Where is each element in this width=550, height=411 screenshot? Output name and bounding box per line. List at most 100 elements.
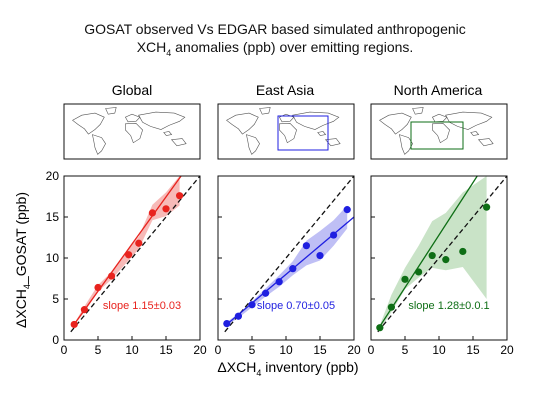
data-point [428,251,436,260]
plot-area [223,176,354,333]
slope-annotation: slope 1.28±0.0.1 [408,300,489,312]
x-tick-label: 15 [159,343,173,357]
panel-title-global: Global [112,82,152,98]
data-point [483,203,491,211]
x-tick-label: 20 [193,343,207,357]
scatter-panel-1: 0 5 10 15 20 slope 0.70±0.05 [215,175,361,357]
one-to-one-line [224,176,354,333]
coastline [279,122,297,144]
coastline [324,138,341,147]
data-point [94,283,102,292]
x-tick-label: 10 [279,343,293,357]
data-point [125,251,133,259]
coastline [445,111,493,130]
data-point [162,205,170,213]
x-tick-label: 0 [61,343,68,357]
x-tick-label: 15 [466,343,480,357]
x-tick-label: 10 [432,343,446,357]
data-point [302,242,310,250]
coastline [477,138,494,147]
coastline [317,131,327,136]
plot-area [376,176,507,333]
coastline [432,122,450,144]
coastline [470,131,480,136]
coastline [138,111,186,130]
map-frame [217,103,355,160]
map-frame [63,103,201,160]
confidence-band [226,205,348,326]
region-box-east-asia [277,115,329,151]
title-xch-text: XCH [136,39,167,55]
regression-line [377,176,479,329]
regression-line [72,176,182,327]
data-point [442,256,450,264]
coastline [91,134,106,155]
data-point [415,268,423,276]
map-frame [370,103,508,160]
y-tick-label: 15 [46,210,60,224]
map-east-asia [217,103,355,160]
data-point [135,239,143,247]
region-box-north-america [410,121,464,150]
y-tick-label: 20 [46,169,60,183]
coastline [226,112,259,135]
coastline [163,131,173,136]
one-to-one-line [70,176,200,333]
data-point [459,247,467,256]
coastline [379,112,412,135]
coastline [412,107,424,115]
coastline [124,113,141,123]
data-point [80,306,88,314]
x-tick-label: 0 [215,343,222,357]
y-tick-label: 0 [52,333,59,347]
plot-area [70,176,200,333]
data-point [316,251,324,260]
world-coastlines [379,107,494,155]
slope-annotation: slope 1.15±0.03 [103,300,181,312]
x-tick-label: 5 [95,343,102,357]
y-axis-label: ΔXCH4_GOSAT (ppb) [13,192,32,328]
y-tick-label: 10 [46,251,60,265]
x-axis-label: ΔXCH4 inventory (ppb) [217,359,358,378]
x-tick-label: 0 [368,343,375,357]
data-point [148,209,156,217]
world-coastlines [72,107,187,155]
data-point [223,320,231,328]
data-point [275,278,283,286]
data-point [108,272,116,280]
map-north-america [370,103,508,160]
scatter-panels: 0 5 10 15 20 0 5 10 15 20 slope 1.15±0.03 0 5 10 15 20 s… [46,169,514,357]
x-tick-label: 20 [347,343,361,357]
slope-annotation: slope 0.70±0.05 [257,300,335,312]
coastline [125,122,143,144]
one-to-one-line [377,176,507,333]
coastline [105,107,117,115]
data-point [262,289,270,297]
x-tick-label: 20 [500,343,514,357]
data-point [70,320,78,329]
figure-title-line1: GOSAT observed Vs EDGAR based simulated … [84,21,466,37]
coastline [259,107,271,115]
x-tick-label: 5 [249,343,256,357]
data-point [401,275,409,283]
title-rest-text: anomalies (ppb) over emitting regions. [171,39,414,55]
data-point [343,206,351,214]
coastline [278,113,295,123]
title-subscript: 4 [166,47,172,58]
figure-title-line2: XCH4 anomalies (ppb) over emitting regio… [0,39,550,62]
data-point [330,231,338,239]
scatter-panel-0: 0 5 10 15 20 0 5 10 15 20 slope 1.15±0.03 [46,169,207,357]
map-global [63,103,201,160]
panel-title-east-asia: East Asia [256,82,315,98]
coastline [170,138,187,147]
coastline [72,112,105,135]
data-point [248,301,256,309]
x-tick-label: 5 [402,343,409,357]
data-point [176,192,184,200]
coastline [245,134,260,155]
data-point [234,312,242,320]
data-point [376,324,384,332]
x-tick-label: 10 [125,343,139,357]
panel-title-north-america: North America [394,82,483,98]
